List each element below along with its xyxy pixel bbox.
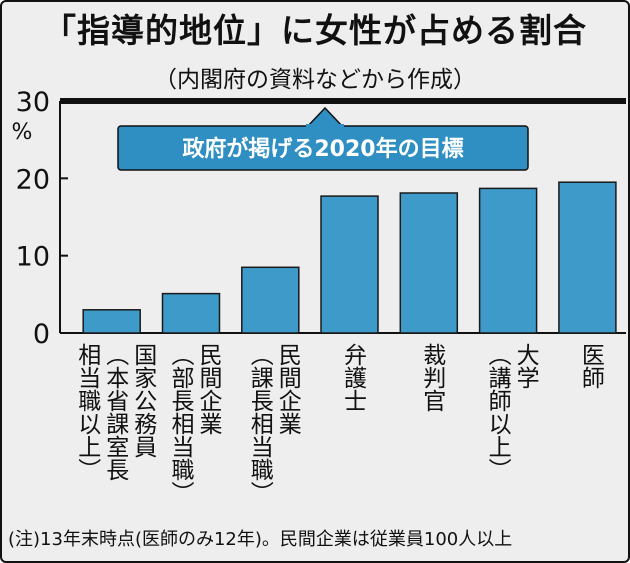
y-tick-label: 20 <box>16 164 50 195</box>
y-axis-unit: % <box>12 120 33 145</box>
x-tick-label: 国家公務員 <box>129 343 156 458</box>
x-tick-label: 相当職以上） <box>73 343 100 481</box>
bar <box>399 192 459 334</box>
chart-title: 「指導的地位」に女性が占める割合 <box>43 11 587 50</box>
bar <box>478 187 538 334</box>
x-tick-label: 弁護士 <box>339 343 366 412</box>
y-tick-label: 30 <box>16 87 50 118</box>
bar <box>82 309 141 334</box>
bar <box>558 181 617 334</box>
x-tick-label: 民間企業 <box>195 343 221 435</box>
x-tick-label: （課長相当職） <box>246 343 273 504</box>
axis-layer: 0 10 20 30% <box>12 87 626 350</box>
bar <box>161 292 221 334</box>
x-tick-label: 裁判官 <box>418 343 445 412</box>
y-tick-label: 0 <box>33 319 50 350</box>
bar <box>241 266 300 334</box>
target-label: 政府が掲げる2020年の目標 <box>182 136 463 162</box>
y-tick-label: 10 <box>16 242 50 273</box>
x-tick-label: 医師 <box>577 343 604 389</box>
target-layer: 政府が掲げる2020年の目標 <box>60 98 626 171</box>
x-tick-label: 大学 <box>512 343 539 389</box>
x-tick-label: 民間企業 <box>274 343 301 435</box>
bar <box>320 195 379 334</box>
x-tick-label: （本省課室長 <box>101 343 128 481</box>
chart-subtitle: （内閣府の資料などから作成） <box>154 67 476 93</box>
target-pointer-join <box>306 124 344 129</box>
footnote: (注)13年末時点(医師のみ12年)。民間企業は従業員100人以上 <box>8 529 513 550</box>
bar-layer <box>82 181 617 334</box>
x-tick-label: （講師以上） <box>484 343 511 481</box>
x-tick-label: （部長相当職） <box>167 343 193 504</box>
